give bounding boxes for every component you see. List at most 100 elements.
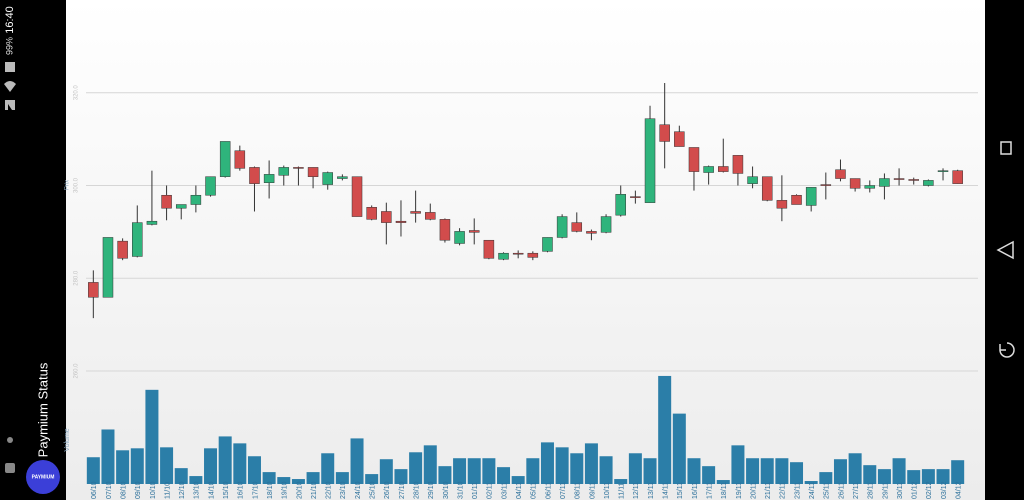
candle-body (659, 124, 670, 142)
x-tick-label: 20/11 (750, 482, 757, 499)
x-tick-label: 25/11 (824, 482, 831, 499)
volume-bar (614, 479, 628, 484)
x-tick-label: 24/11 (809, 482, 816, 499)
candle-body (483, 239, 495, 259)
wifi-icon (4, 81, 16, 92)
volume-bar (423, 445, 437, 484)
candle-body (161, 194, 172, 209)
app-logo-text: PAYMIUM (32, 474, 55, 480)
y-axis-title: Prix (65, 180, 71, 190)
volume-bar (350, 438, 364, 484)
volume-bar (365, 474, 379, 484)
volume-bar (189, 476, 203, 484)
x-tick-label: 18/11 (721, 482, 728, 499)
x-tick-label: 10/10 (150, 481, 157, 499)
candle-body (498, 252, 509, 260)
candle-body (761, 176, 773, 201)
recents-button[interactable] (1000, 141, 1012, 155)
x-tick-label: 22/10 (326, 481, 333, 499)
candle-body (703, 166, 714, 173)
x-tick-label: 01/12 (912, 481, 919, 499)
volume-bar (379, 459, 393, 484)
x-tick-label: 17/10 (252, 481, 259, 499)
volume-bar (804, 481, 818, 484)
volume-bar (833, 459, 847, 484)
x-tick-label: 26/10 (384, 481, 391, 499)
back-button[interactable] (996, 240, 1014, 260)
volume-bar (497, 467, 511, 484)
volume-bar (335, 472, 349, 484)
volume-bar (306, 472, 320, 484)
x-tick-label: 02/12 (926, 481, 933, 499)
app-logo[interactable] (26, 460, 60, 494)
volume-bar (746, 458, 760, 484)
candle-body (512, 252, 524, 255)
x-tick-label: 21/11 (765, 482, 772, 499)
volume-bar (848, 453, 862, 484)
volume-bar (555, 447, 569, 484)
volume-bar (262, 472, 276, 484)
x-tick-label: 31/10 (457, 481, 464, 499)
candle-body (425, 212, 436, 220)
candle-body (337, 176, 348, 179)
candle-body (117, 240, 128, 259)
x-tick-label: 03/12 (941, 481, 948, 499)
volume-bar (936, 469, 950, 484)
volume-bar (526, 458, 540, 484)
x-tick-label: 19/10 (282, 481, 289, 499)
x-tick-label: 04/12 (956, 481, 963, 499)
usb-icon (7, 437, 13, 443)
volume-bar (218, 436, 232, 484)
candle-body (263, 174, 275, 183)
volume-bar (760, 458, 774, 484)
x-tick-label: 16/10 (238, 481, 245, 499)
candle-body (322, 172, 333, 185)
x-tick-label: 16/11 (692, 482, 699, 499)
volume-bar (628, 453, 642, 484)
candle-body (835, 169, 846, 179)
x-tick-label: 24/10 (355, 481, 362, 499)
volume-bar (409, 452, 423, 484)
volume-bar (775, 458, 789, 484)
volume-bar (247, 456, 261, 484)
candle-body (644, 118, 656, 203)
candle-body (600, 216, 612, 233)
x-tick-label: 13/10 (194, 481, 201, 499)
x-tick-label: 15/11 (677, 482, 684, 499)
y-tick-label: 260.0 (74, 363, 80, 379)
candle-body (776, 200, 788, 209)
volume-bar (570, 453, 584, 484)
volume-bar (540, 442, 554, 484)
x-tick-label: 03/11 (501, 482, 508, 499)
x-tick-label: 08/11 (575, 482, 582, 499)
rotate-button[interactable] (999, 342, 1015, 358)
volume-bar (892, 458, 906, 484)
candle-body (732, 155, 744, 174)
x-tick-label: 07/11 (560, 482, 567, 499)
volume-bar (511, 476, 525, 484)
candle-body (278, 167, 290, 176)
volume-bar (145, 389, 159, 484)
y-tick-label: 300.0 (74, 177, 80, 193)
x-tick-label: 23/11 (794, 482, 801, 499)
candle-body (805, 187, 817, 206)
candle-body (293, 167, 304, 169)
volume-bar (438, 466, 452, 484)
volume-bar (643, 458, 657, 484)
candle-body (454, 231, 465, 244)
candle-body (908, 179, 919, 181)
candle-body (88, 282, 99, 298)
x-tick-label: 12/11 (633, 482, 640, 499)
x-tick-label: 11/11 (619, 482, 626, 499)
candle-body (439, 219, 451, 241)
volume-bar (204, 448, 218, 484)
status-battery: 99% (4, 37, 14, 55)
candle-body (849, 178, 861, 189)
volume-axis-title: Volume (64, 428, 71, 451)
candle-body (542, 237, 553, 252)
x-tick-label: 11/10 (164, 482, 171, 499)
candle-body (586, 231, 597, 234)
candle-body (630, 196, 641, 198)
x-tick-label: 22/11 (780, 482, 787, 499)
x-tick-label: 01/11 (472, 482, 479, 499)
